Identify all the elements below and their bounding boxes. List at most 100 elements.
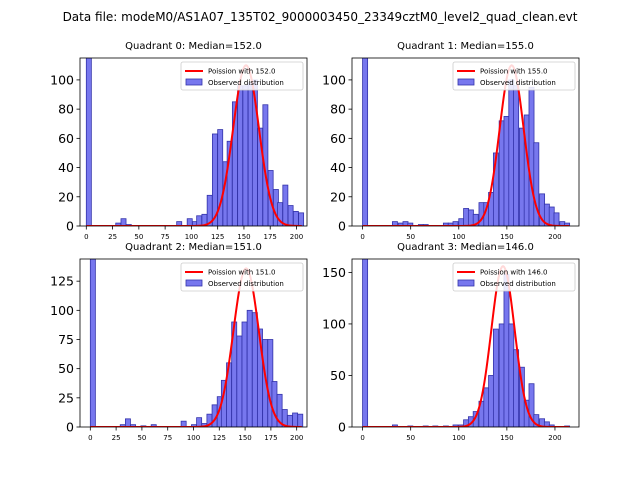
- histogram-bar: [463, 208, 470, 226]
- histogram-bar: [292, 412, 299, 427]
- histogram-bar: [85, 58, 92, 226]
- histogram-bar: [262, 104, 269, 226]
- y-tick-label: 0: [338, 420, 346, 435]
- x-tick-label: 100: [452, 434, 465, 442]
- histogram-bar: [472, 213, 479, 226]
- x-tick-label: 150: [500, 434, 513, 442]
- legend-curve-label: Poission with 155.0: [480, 68, 548, 76]
- y-tick-label: 60: [58, 131, 74, 146]
- x-tick-label: 0: [84, 233, 88, 241]
- subplot-quadrant-0: Quadrant 0: Median=152.0 0 25 50 75 100 125 150…: [50, 41, 308, 241]
- histogram-bar: [498, 120, 505, 226]
- legend: Poission with 146.0 Observed distribution: [452, 262, 576, 292]
- y-tick-label: 60: [330, 131, 346, 146]
- histogram-bar: [282, 184, 289, 226]
- histogram-bar: [553, 212, 560, 226]
- y-tick-label: 50: [330, 368, 346, 383]
- histogram-bar: [533, 142, 540, 226]
- y-tick-label: 100: [50, 303, 74, 318]
- x-tick-label: 200: [290, 434, 303, 442]
- histogram-bar: [297, 413, 304, 427]
- histogram-bars: [85, 58, 305, 226]
- x-tick-label: 0: [360, 233, 364, 241]
- x-tick-label: 100: [452, 233, 465, 241]
- legend-box: [180, 61, 304, 91]
- histogram-bar: [362, 259, 369, 427]
- y-tick-label: 125: [50, 274, 74, 289]
- y-tick-label: 80: [58, 102, 74, 117]
- x-tick-label: 175: [264, 233, 277, 241]
- poisson-curve: [362, 265, 570, 427]
- x-tick-label: 50: [134, 233, 143, 241]
- histogram-bar: [286, 414, 293, 427]
- histogram-bar: [237, 85, 244, 226]
- x-tick-label: 200: [290, 233, 303, 241]
- x-tick-label: 200: [548, 434, 561, 442]
- histogram-bar: [528, 383, 535, 427]
- axes-frame: [351, 258, 580, 428]
- histogram-bar: [488, 375, 495, 427]
- legend-bar-label: Observed distribution: [208, 280, 284, 288]
- x-tick-label: 0: [360, 434, 364, 442]
- subplot-title: Quadrant 0: Median=152.0: [125, 41, 262, 52]
- histogram-bar: [120, 218, 127, 226]
- x-tick-label: 75: [163, 434, 172, 442]
- histogram-bar: [196, 215, 203, 226]
- legend-bar-swatch: [185, 78, 203, 86]
- legend-bar-swatch: [185, 279, 203, 287]
- legend-curve-label: Poission with 152.0: [208, 68, 276, 76]
- axes-frame: [79, 57, 308, 227]
- y-tick-label: 25: [58, 390, 74, 405]
- histogram-bar: [292, 210, 299, 226]
- histogram-bar: [508, 79, 515, 226]
- x-tick-label: 200: [548, 233, 561, 241]
- legend-curve-label: Poission with 146.0: [480, 269, 548, 277]
- x-tick-label: 50: [137, 434, 146, 442]
- histogram-bar: [242, 85, 249, 226]
- legend-box: [452, 262, 576, 292]
- histogram-bar: [287, 205, 294, 226]
- x-tick-label: 100: [187, 434, 200, 442]
- x-tick-label: 25: [108, 233, 117, 241]
- x-tick-label: 150: [238, 434, 251, 442]
- histogram-bar: [186, 218, 193, 226]
- x-tick-label: 50: [406, 434, 415, 442]
- legend-bar-label: Observed distribution: [208, 79, 284, 87]
- y-tick-label: 40: [58, 160, 74, 175]
- histogram-bar: [503, 116, 510, 226]
- histogram-bar: [407, 222, 414, 226]
- histogram-bar: [467, 209, 474, 226]
- y-tick-label: 40: [330, 160, 346, 175]
- subplot-quadrant-1: Quadrant 1: Median=155.0 0 50 100 150 200 0 20 4…: [322, 41, 580, 241]
- y-tick-label: 75: [58, 332, 74, 347]
- y-tick-label: 100: [322, 72, 346, 87]
- histogram-bar: [458, 218, 465, 226]
- y-tick-label: 0: [338, 219, 346, 234]
- histogram-bar: [125, 418, 131, 427]
- histogram-bar: [298, 212, 305, 226]
- histogram-bar: [564, 222, 571, 226]
- y-tick-label: 20: [58, 189, 74, 204]
- histogram-bar: [508, 323, 515, 427]
- histogram-bar: [492, 328, 499, 427]
- x-tick-label: 50: [406, 233, 415, 241]
- x-tick-label: 150: [237, 233, 250, 241]
- legend-bar-swatch: [457, 279, 475, 287]
- histogram-bar: [548, 206, 555, 226]
- subplot-quadrant-3: Quadrant 3: Median=146.0 0 50 100 150 200 0 50 1…: [322, 242, 580, 442]
- y-tick-label: 100: [50, 72, 74, 87]
- x-tick-label: 175: [264, 434, 277, 442]
- histogram-bar: [241, 321, 248, 427]
- x-tick-label: 25: [112, 434, 121, 442]
- x-tick-label: 100: [185, 233, 198, 241]
- subplot-title: Quadrant 2: Median=151.0: [125, 242, 262, 253]
- histogram-bar: [196, 417, 203, 427]
- x-tick-label: 75: [161, 233, 170, 241]
- legend: Poission with 155.0 Observed distribution: [452, 61, 576, 91]
- legend: Poission with 151.0 Observed distribution: [180, 262, 304, 292]
- histogram-bar: [236, 335, 243, 427]
- legend-box: [452, 61, 576, 91]
- histogram-bar: [89, 259, 96, 427]
- x-tick-label: 150: [500, 233, 513, 241]
